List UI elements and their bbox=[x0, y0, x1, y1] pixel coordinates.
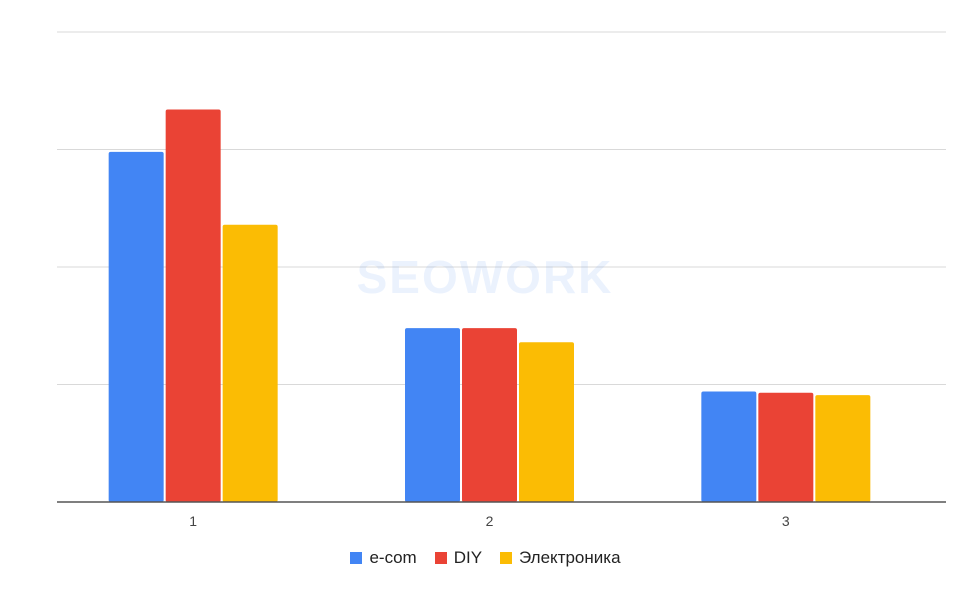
bar--2[interactable] bbox=[519, 342, 574, 502]
bar-ecom-1[interactable] bbox=[108, 151, 164, 502]
bars bbox=[108, 109, 871, 503]
legend-item-ecom[interactable]: e-com bbox=[350, 548, 417, 568]
bar-diy-3[interactable] bbox=[758, 392, 814, 502]
watermark-text: SEOWORK bbox=[357, 251, 614, 303]
legend-label-ecom: e-com bbox=[369, 548, 417, 567]
legend: e-com DIY Электроника bbox=[0, 548, 971, 568]
x-tick-label-3: 3 bbox=[782, 513, 790, 529]
bar--3[interactable] bbox=[815, 395, 871, 502]
legend-item-diy[interactable]: DIY bbox=[434, 548, 483, 568]
legend-swatch-ecom bbox=[350, 552, 363, 564]
legend-swatch-electronics bbox=[500, 552, 513, 564]
bar-diy-1[interactable] bbox=[165, 109, 221, 503]
bar--1[interactable] bbox=[222, 224, 278, 502]
bar-ecom-3[interactable] bbox=[701, 391, 757, 502]
x-tick-label-2: 2 bbox=[486, 513, 494, 529]
x-tick-labels: 1 2 3 bbox=[189, 513, 790, 529]
bar-diy-2[interactable] bbox=[462, 328, 517, 502]
x-tick-label-1: 1 bbox=[189, 513, 197, 529]
legend-label-diy: DIY bbox=[453, 548, 483, 567]
bar-ecom-2[interactable] bbox=[405, 328, 460, 502]
legend-swatch-diy bbox=[434, 552, 447, 564]
legend-item-electronics[interactable]: Электроника bbox=[500, 548, 621, 568]
legend-label-electronics: Электроника bbox=[519, 548, 621, 567]
